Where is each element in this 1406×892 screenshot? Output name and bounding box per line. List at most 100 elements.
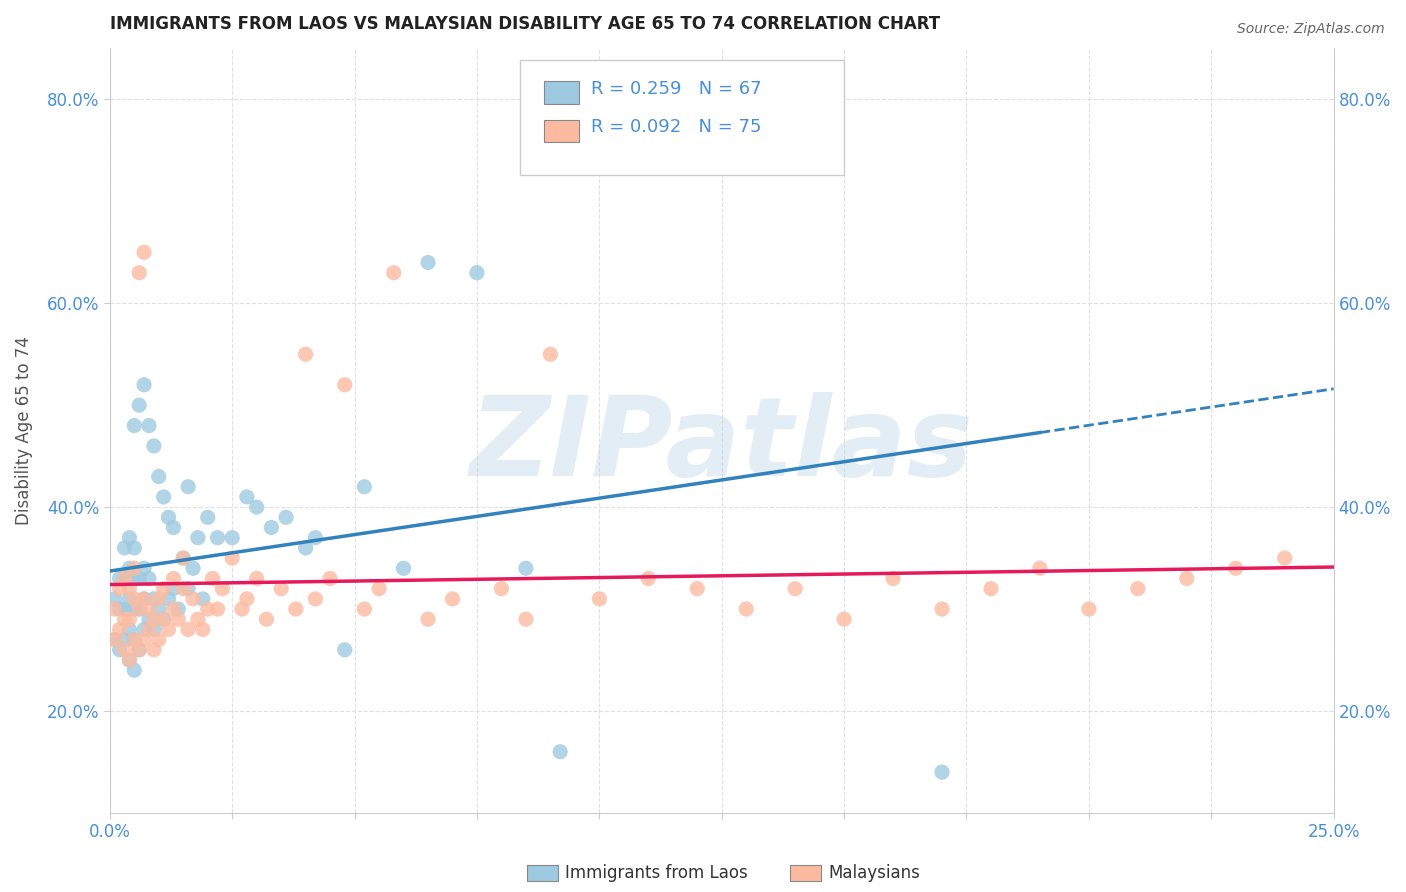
Point bbox=[319, 572, 342, 586]
Point bbox=[114, 541, 136, 555]
Point bbox=[172, 582, 194, 596]
Point bbox=[124, 602, 146, 616]
Point bbox=[538, 347, 561, 361]
FancyBboxPatch shape bbox=[544, 120, 578, 143]
Point bbox=[148, 591, 170, 606]
Point bbox=[181, 591, 204, 606]
Point bbox=[104, 632, 127, 647]
Point bbox=[1175, 572, 1198, 586]
Point bbox=[333, 377, 356, 392]
Point bbox=[191, 623, 214, 637]
Point bbox=[142, 612, 165, 626]
Point bbox=[124, 541, 146, 555]
Point bbox=[832, 612, 855, 626]
Point bbox=[124, 632, 146, 647]
Point bbox=[138, 612, 160, 626]
Point bbox=[157, 591, 180, 606]
Point bbox=[284, 602, 307, 616]
Point bbox=[980, 582, 1002, 596]
Point bbox=[152, 612, 174, 626]
Point bbox=[231, 602, 253, 616]
Point bbox=[104, 591, 127, 606]
Point bbox=[108, 572, 131, 586]
Point bbox=[104, 602, 127, 616]
Point bbox=[931, 602, 953, 616]
Point bbox=[177, 582, 200, 596]
Point bbox=[187, 612, 209, 626]
Point bbox=[201, 572, 224, 586]
Point bbox=[128, 602, 150, 616]
Point bbox=[353, 602, 375, 616]
Point bbox=[142, 439, 165, 453]
Text: Immigrants from Laos: Immigrants from Laos bbox=[565, 864, 748, 882]
Point bbox=[270, 582, 292, 596]
Text: Malaysians: Malaysians bbox=[828, 864, 920, 882]
Point bbox=[118, 582, 141, 596]
Point bbox=[246, 572, 269, 586]
Point bbox=[368, 582, 391, 596]
Point bbox=[304, 531, 326, 545]
Point bbox=[353, 480, 375, 494]
Point bbox=[187, 531, 209, 545]
FancyBboxPatch shape bbox=[520, 60, 844, 175]
Point bbox=[157, 510, 180, 524]
Point bbox=[167, 612, 190, 626]
Point bbox=[124, 591, 146, 606]
Point bbox=[211, 582, 233, 596]
Point bbox=[114, 602, 136, 616]
Point bbox=[114, 642, 136, 657]
Point bbox=[294, 541, 316, 555]
Point bbox=[148, 602, 170, 616]
Point bbox=[304, 591, 326, 606]
Point bbox=[128, 642, 150, 657]
Point bbox=[491, 582, 513, 596]
Point bbox=[197, 510, 219, 524]
Point bbox=[637, 572, 659, 586]
Point bbox=[207, 531, 229, 545]
Point bbox=[465, 266, 488, 280]
Point bbox=[132, 377, 155, 392]
Point bbox=[142, 591, 165, 606]
Point bbox=[118, 561, 141, 575]
Point bbox=[1126, 582, 1149, 596]
Point bbox=[148, 632, 170, 647]
Point bbox=[124, 418, 146, 433]
Point bbox=[191, 591, 214, 606]
Point bbox=[114, 612, 136, 626]
Point bbox=[138, 602, 160, 616]
Point bbox=[132, 245, 155, 260]
Point bbox=[114, 572, 136, 586]
Point bbox=[1274, 551, 1296, 566]
Point bbox=[416, 612, 439, 626]
Point bbox=[162, 572, 184, 586]
Point bbox=[441, 591, 464, 606]
Point bbox=[382, 266, 405, 280]
Point bbox=[108, 623, 131, 637]
Point bbox=[515, 561, 537, 575]
Point bbox=[686, 582, 709, 596]
Point bbox=[785, 123, 807, 137]
Point bbox=[118, 623, 141, 637]
Point bbox=[132, 591, 155, 606]
Point bbox=[152, 490, 174, 504]
Point bbox=[588, 591, 610, 606]
Point bbox=[246, 500, 269, 515]
Point bbox=[162, 520, 184, 534]
Point bbox=[108, 642, 131, 657]
Point bbox=[785, 582, 807, 596]
Point bbox=[138, 418, 160, 433]
Point bbox=[333, 642, 356, 657]
Point bbox=[124, 632, 146, 647]
Point bbox=[148, 469, 170, 483]
Point bbox=[1029, 561, 1052, 575]
Point bbox=[118, 653, 141, 667]
Point bbox=[114, 632, 136, 647]
Point bbox=[128, 602, 150, 616]
Point bbox=[124, 663, 146, 677]
Point bbox=[236, 591, 259, 606]
Point bbox=[138, 623, 160, 637]
Point bbox=[132, 591, 155, 606]
Point bbox=[207, 602, 229, 616]
Point bbox=[260, 520, 283, 534]
Point bbox=[108, 582, 131, 596]
